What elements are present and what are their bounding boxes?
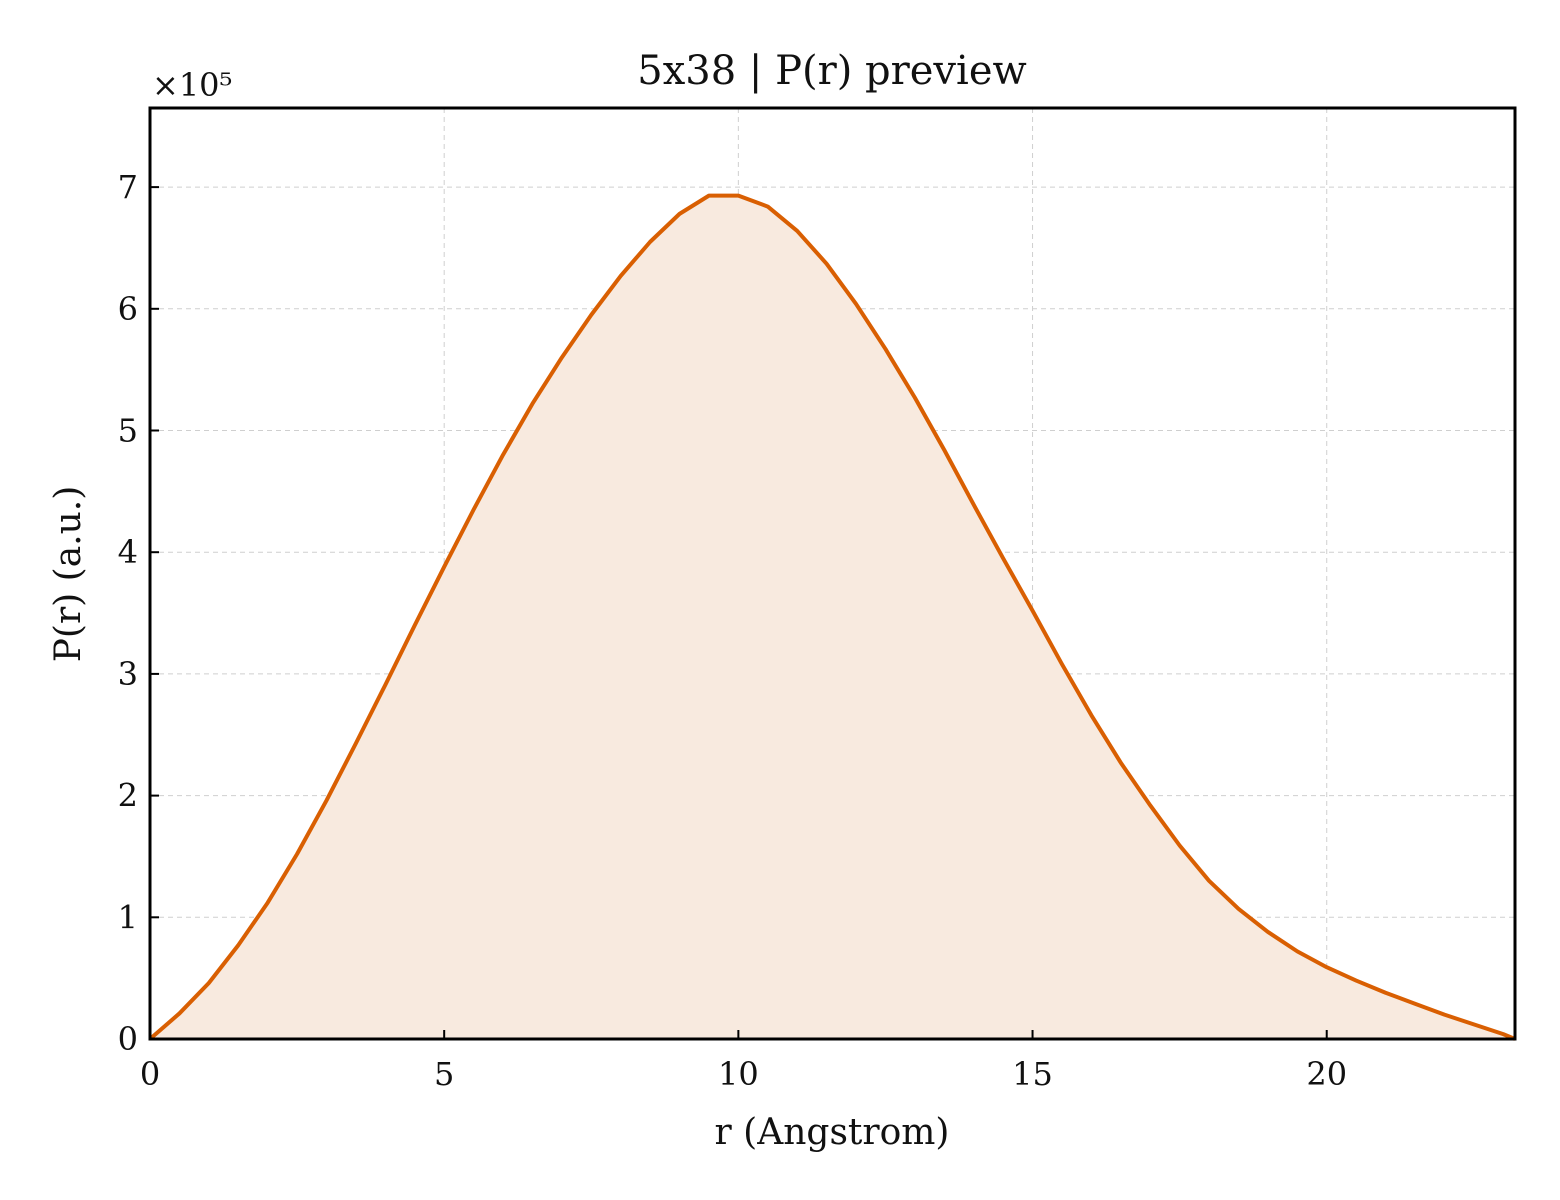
y-tick-label: 0 — [118, 1020, 138, 1058]
plot-frame — [148, 106, 1517, 1041]
y-tick-label: 3 — [118, 655, 138, 693]
y-tick-label: 5 — [118, 412, 138, 450]
y-tick-label: 1 — [118, 898, 138, 936]
y-tick-label: 2 — [118, 777, 138, 815]
y-tick-label: 4 — [118, 533, 138, 571]
x-tick-label: 15 — [1012, 1055, 1053, 1093]
ticks: 0 5 10 15 20 0 1 2 3 4 5 6 7 — [118, 168, 1347, 1093]
y-tick-label: 7 — [118, 168, 138, 206]
x-tick-label: 10 — [718, 1055, 759, 1093]
y-tick-label: 6 — [118, 290, 138, 328]
x-axis-label: r (Angstrom) — [715, 1112, 950, 1153]
y-axis-label: P(r) (a.u.) — [48, 486, 89, 663]
series-line — [148, 193, 1516, 1041]
x-tick-label: 20 — [1306, 1055, 1347, 1093]
chart-title: 5x38 | P(r) preview — [637, 48, 1026, 94]
x-tick-label: 0 — [140, 1055, 160, 1093]
y-offset-label: ×10⁵ — [152, 66, 232, 104]
area-fill — [150, 195, 1515, 1039]
x-tick-label: 5 — [434, 1055, 454, 1093]
